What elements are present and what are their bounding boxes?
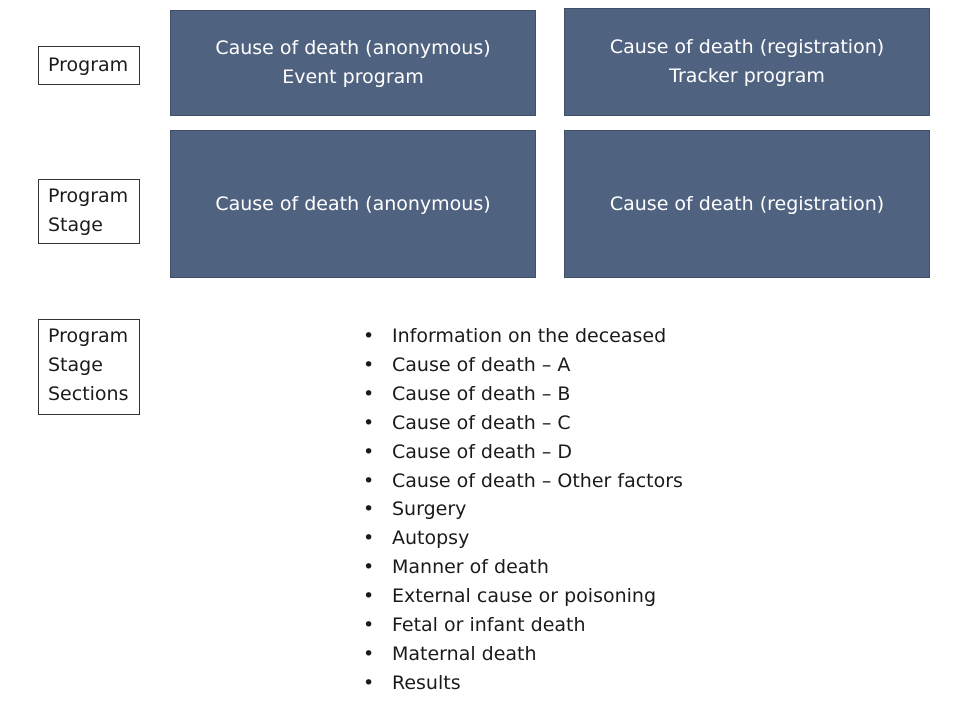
section-list-item: • External cause or poisoning [360, 582, 683, 611]
program-stage-row-label: Program Stage [38, 179, 140, 244]
section-label: Cause of death – D [392, 440, 573, 463]
bullet-icon: • [363, 671, 375, 694]
section-list-item: • Cause of death – B [360, 380, 683, 409]
section-label: Information on the deceased [392, 325, 667, 347]
section-list-item: • Maternal death [360, 640, 683, 669]
sections-label-line: Program [48, 325, 129, 347]
program-stage-tile-title: Cause of death (registration) [609, 192, 885, 215]
bullet-icon: • [363, 325, 375, 347]
bullet-icon: • [363, 353, 375, 376]
bullet-icon: • [363, 498, 375, 521]
bullet-icon: • [363, 585, 375, 608]
section-label: Cause of death – B [392, 382, 571, 405]
section-label: Manner of death [392, 556, 549, 579]
sections-label-line: Sections [48, 383, 129, 405]
program-stage-label-line: Stage [48, 214, 103, 236]
bullet-icon: • [363, 556, 375, 579]
program-stage-sections-row-label: Program Stage Sections [38, 319, 140, 415]
section-list-item: • Information on the deceased [360, 322, 683, 351]
section-list-item: • Fetal or infant death [360, 611, 683, 640]
program-tile-type: Tracker program [669, 65, 825, 87]
section-label: Cause of death – A [392, 353, 571, 376]
section-list-item: • Cause of death – Other factors [360, 467, 683, 496]
program-label-line: Program [48, 54, 129, 76]
section-list-item: • Cause of death – A [360, 351, 683, 380]
sections-label-line: Stage [48, 354, 103, 376]
bullet-icon: • [363, 382, 375, 405]
program-tile-title: Cause of death (anonymous) [215, 37, 491, 59]
program-stage-label-line: Program [48, 185, 129, 207]
section-label: Surgery [392, 498, 467, 521]
bullet-icon: • [363, 440, 375, 463]
bullet-icon: • [363, 469, 375, 492]
section-label: Cause of death – C [392, 411, 571, 434]
section-label: Maternal death [392, 642, 537, 665]
program-tile-anonymous: Cause of death (anonymous) Event program [170, 10, 536, 116]
program-tile-registration: Cause of death (registration) Tracker pr… [564, 8, 930, 116]
program-row-label: Program [38, 46, 140, 85]
program-tile-type: Event program [282, 66, 424, 88]
bullet-icon: • [363, 642, 375, 665]
bullet-icon: • [363, 527, 375, 550]
section-list-item: • Manner of death [360, 553, 683, 582]
program-stage-tile-title: Cause of death (anonymous) [215, 192, 491, 215]
section-label: Cause of death – Other factors [392, 469, 683, 492]
section-list-item: • Autopsy [360, 524, 683, 553]
program-stage-sections-list: • Information on the deceased • Cause of d… [360, 322, 683, 698]
section-label: External cause or poisoning [392, 585, 657, 608]
section-list-item: • Cause of death – D [360, 438, 683, 467]
section-label: Autopsy [392, 527, 470, 550]
program-tile-title: Cause of death (registration) [609, 36, 885, 58]
section-label: Fetal or infant death [392, 614, 586, 637]
section-label: Results [392, 671, 461, 694]
bullet-icon: • [363, 614, 375, 637]
program-stage-tile-registration: Cause of death (registration) [564, 130, 930, 278]
section-list-item: • Cause of death – C [360, 409, 683, 438]
section-list-item: • Results [360, 669, 683, 698]
program-stage-tile-anonymous: Cause of death (anonymous) [170, 130, 536, 278]
bullet-icon: • [363, 411, 375, 434]
section-list-item: • Surgery [360, 495, 683, 524]
